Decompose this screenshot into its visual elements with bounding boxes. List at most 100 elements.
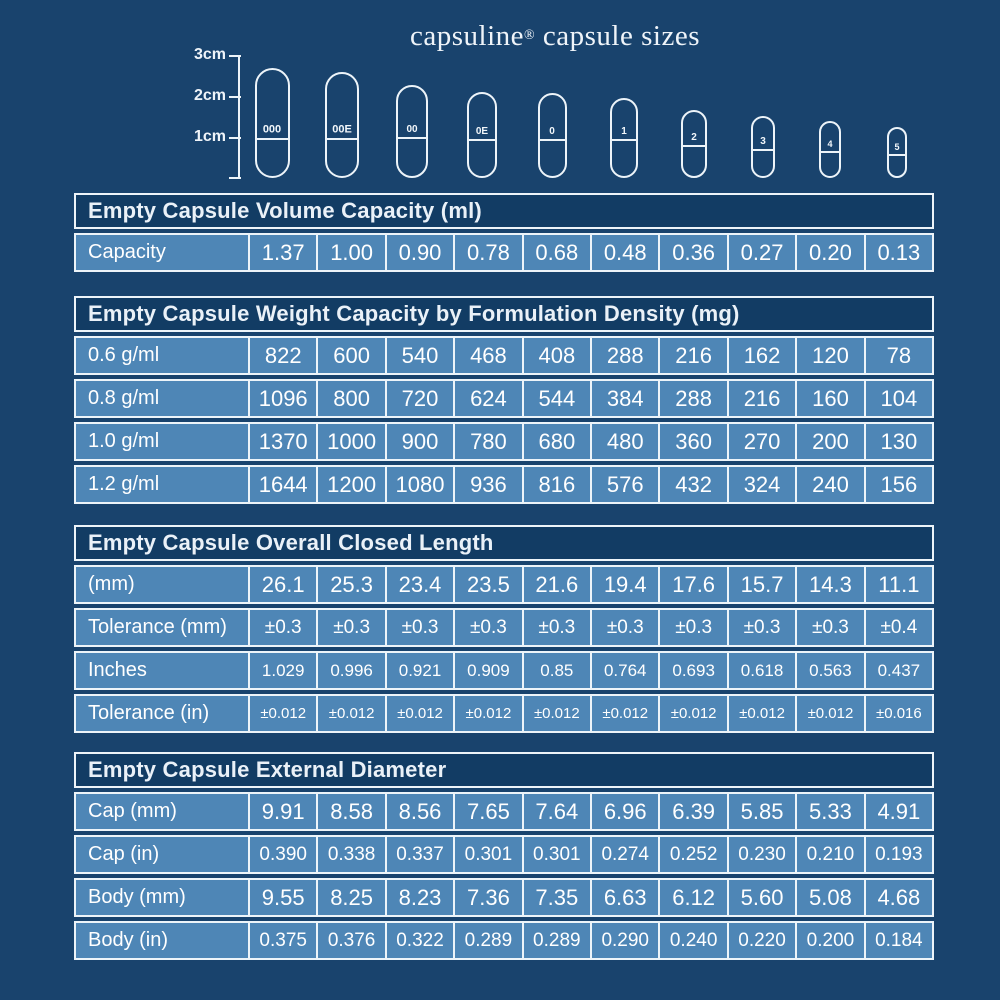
capsule-divider <box>327 138 357 141</box>
value-cell: 600 <box>316 338 385 373</box>
table-row: (mm) 26.1 25.3 23.4 23.5 21.6 19.4 17.6 15.7 14.3… <box>74 565 934 604</box>
capsule-000: 000 <box>254 68 290 178</box>
capsule-0E: 0E <box>467 92 497 178</box>
value-cell: 7.64 <box>521 794 591 829</box>
capsule-1: 1 <box>610 98 638 178</box>
value-cell: ±0.3 <box>384 610 454 645</box>
value-cell: 200 <box>795 424 864 459</box>
value-cell: ±0.4 <box>863 610 933 645</box>
value-cell: 8.58 <box>316 794 385 829</box>
value-cell: 162 <box>726 338 796 373</box>
value-cell: 4.68 <box>863 880 933 915</box>
value-cell: 0.337 <box>384 837 454 872</box>
capsule-00E: 00E <box>325 72 359 178</box>
value-cell: 432 <box>658 467 727 502</box>
value-cell: 25.3 <box>316 567 385 602</box>
value-cell: 26.1 <box>248 567 317 602</box>
value-cell: 0.90 <box>384 235 454 270</box>
table-volume: Empty Capsule Volume Capacity (ml) Capaci… <box>74 193 934 272</box>
title-suffix: capsule sizes <box>535 20 700 52</box>
table-row: Inches 1.029 0.996 0.921 0.909 0.85 0.764 0.693… <box>74 651 934 690</box>
value-cell: 21.6 <box>521 567 591 602</box>
capsule-size-label: 4 <box>827 139 833 150</box>
registered-mark: ® <box>524 28 536 43</box>
ruler-tick <box>229 96 241 98</box>
value-cell: 270 <box>726 424 796 459</box>
value-cell: 0.36 <box>658 235 727 270</box>
value-cell: ±0.012 <box>316 696 385 731</box>
value-cell: 0.13 <box>863 235 933 270</box>
value-cell: 23.5 <box>453 567 522 602</box>
table-row: 0.8 g/ml 1096 800 720 624 544 384 288 216 160 104 <box>74 379 934 418</box>
value-cell: 7.65 <box>453 794 522 829</box>
table-row: 1.2 g/ml 1644 1200 1080 936 816 576 432 324 240 15… <box>74 465 934 504</box>
row-label: Capacity <box>76 235 248 270</box>
value-cell: 0.240 <box>658 923 727 958</box>
value-cell: 0.375 <box>248 923 317 958</box>
value-cell: 6.39 <box>658 794 727 829</box>
value-cell: 9.55 <box>248 880 317 915</box>
value-cell: ±0.3 <box>658 610 727 645</box>
table-row: Body (in) 0.375 0.376 0.322 0.289 0.289 0.290 0… <box>74 921 934 960</box>
capsule-2: 2 <box>681 110 707 178</box>
value-cell: 9.91 <box>248 794 317 829</box>
value-cell: ±0.012 <box>521 696 591 731</box>
value-cell: 1644 <box>248 467 317 502</box>
capsule-00: 00 <box>396 85 428 178</box>
value-cell: 4.91 <box>863 794 933 829</box>
table-row: 1.0 g/ml 1370 1000 900 780 680 480 360 270 200 130 <box>74 422 934 461</box>
value-cell: 0.301 <box>453 837 522 872</box>
row-label: Body (in) <box>76 923 248 958</box>
value-cell: 680 <box>521 424 591 459</box>
value-cell: ±0.012 <box>726 696 796 731</box>
value-cell: 0.68 <box>521 235 591 270</box>
value-cell: 0.85 <box>521 653 591 688</box>
value-cell: 0.290 <box>590 923 659 958</box>
value-cell: 17.6 <box>658 567 727 602</box>
value-cell: 160 <box>795 381 864 416</box>
value-cell: 0.78 <box>453 235 522 270</box>
table-row: Tolerance (mm) ±0.3 ±0.3 ±0.3 ±0.3 ±0.3 ±0.3 ±0… <box>74 608 934 647</box>
row-label: Cap (in) <box>76 837 248 872</box>
value-cell: ±0.012 <box>384 696 454 731</box>
value-cell: 0.184 <box>863 923 933 958</box>
capsule-4: 4 <box>819 121 841 178</box>
value-cell: 0.563 <box>795 653 864 688</box>
value-cell: 720 <box>384 381 454 416</box>
value-cell: 104 <box>863 381 933 416</box>
ruler-tick <box>229 137 241 139</box>
table-weight: Empty Capsule Weight Capacity by Formula… <box>74 296 934 504</box>
value-cell: 0.289 <box>521 923 591 958</box>
value-cell: 0.996 <box>316 653 385 688</box>
value-cell: ±0.3 <box>590 610 659 645</box>
value-cell: 8.23 <box>384 880 454 915</box>
value-cell: 288 <box>590 338 659 373</box>
value-cell: 288 <box>658 381 727 416</box>
value-cell: 78 <box>863 338 933 373</box>
value-cell: 216 <box>726 381 796 416</box>
table-length: Empty Capsule Overall Closed Length (mm) 2… <box>74 525 934 733</box>
value-cell: 156 <box>863 467 933 502</box>
value-cell: ±0.3 <box>316 610 385 645</box>
row-label: Inches <box>76 653 248 688</box>
value-cell: 240 <box>795 467 864 502</box>
value-cell: 0.200 <box>795 923 864 958</box>
value-cell: 1200 <box>316 467 385 502</box>
row-label: Tolerance (mm) <box>76 610 248 645</box>
value-cell: ±0.012 <box>658 696 727 731</box>
value-cell: 5.33 <box>795 794 864 829</box>
value-cell: 0.48 <box>590 235 659 270</box>
value-cell: 14.3 <box>795 567 864 602</box>
value-cell: ±0.3 <box>453 610 522 645</box>
ruler-label: 1cm <box>194 128 227 145</box>
value-cell: 468 <box>453 338 522 373</box>
value-cell: 324 <box>726 467 796 502</box>
value-cell: 0.289 <box>453 923 522 958</box>
value-cell: 0.618 <box>726 653 796 688</box>
table-row: Tolerance (in) ±0.012 ±0.012 ±0.012 ±0.012 ±0… <box>74 694 934 733</box>
value-cell: 8.25 <box>316 880 385 915</box>
value-cell: 1.00 <box>316 235 385 270</box>
value-cell: 480 <box>590 424 659 459</box>
table-row: Cap (mm) 9.91 8.58 8.56 7.65 7.64 6.96 6.39 5.85… <box>74 792 934 831</box>
